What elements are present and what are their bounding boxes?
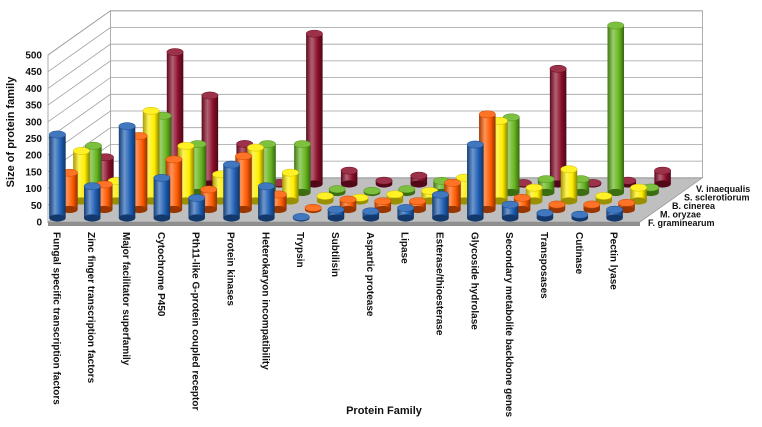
y-tick-label: 300 (25, 117, 42, 128)
y-tick-label: 50 (31, 201, 43, 212)
bar (316, 192, 334, 205)
x-category-label: Aspartic protease (364, 232, 375, 317)
x-category-label: Transposases (538, 232, 549, 299)
bar (571, 210, 589, 222)
bar (410, 171, 428, 188)
x-category-label: Trypsin (294, 232, 305, 268)
x-category-label: Zinc finger transcription factors (85, 232, 96, 384)
bar (83, 182, 101, 222)
x-category-label: Lipase (399, 232, 410, 264)
y-tick-label: 100 (25, 184, 42, 195)
x-category-label: Cutinase (573, 232, 584, 275)
bar (188, 194, 206, 222)
gridline (47, 43, 703, 89)
x-category-label: Cytochrome P450 (155, 232, 166, 317)
x-category-label: Secondary metabolite backbone genes (503, 232, 514, 417)
y-tick-label: 200 (25, 151, 42, 162)
y-tick-label: 250 (25, 134, 42, 145)
gridline (47, 93, 703, 139)
chart-floor-edge (48, 222, 640, 226)
y-tick-label: 0 (36, 218, 42, 229)
bar (583, 200, 601, 214)
bar (257, 182, 275, 222)
bar (536, 209, 554, 222)
x-category-label: Pectin lyase (608, 232, 619, 290)
series-label: S. sclerotiorum (684, 193, 750, 203)
bar (328, 185, 346, 197)
gridline (47, 60, 703, 106)
y-tick-label: 400 (25, 84, 42, 95)
x-axis-title: Protein Family (346, 405, 423, 417)
x-category-label: Esterase/thioesterase (433, 232, 444, 336)
bar (362, 207, 380, 222)
y-tick-label: 500 (25, 51, 42, 62)
bar (327, 205, 345, 222)
bar (386, 190, 404, 205)
bar (375, 176, 393, 188)
bar (537, 175, 555, 197)
y-axis-title: Size of protein family (5, 76, 17, 188)
x-category-label: Fungal specific transcription factors (50, 232, 61, 405)
series-f-graminearum (48, 122, 624, 222)
bar (118, 122, 136, 222)
bar (431, 190, 449, 222)
bar (466, 140, 484, 222)
bar (606, 205, 624, 222)
bar (153, 174, 171, 222)
x-category-label: Protein kinases (225, 232, 236, 306)
gridline (47, 110, 703, 156)
bar (304, 203, 322, 214)
bar (548, 200, 566, 214)
bar (501, 200, 519, 222)
y-tick-label: 350 (25, 101, 42, 112)
series-label: F. graminearum (648, 218, 715, 228)
x-category-label: Subtilisin (329, 232, 340, 277)
series-label: M. oryzae (660, 210, 701, 220)
bar (595, 192, 613, 205)
y-tick-label: 150 (25, 167, 42, 178)
bar (340, 166, 358, 188)
bar (409, 197, 427, 214)
gridline (47, 27, 703, 73)
bar (607, 21, 625, 197)
x-category-label: Heterokaryon incompatibility (259, 232, 270, 370)
x-category-label: Glycoside hydrolase (468, 232, 479, 330)
series-label: B. cinerea (672, 201, 716, 211)
bar (397, 204, 415, 222)
bar (48, 130, 66, 222)
bar (292, 213, 310, 222)
x-category-label: Pth11-like G-protein coupled receptor (190, 232, 201, 410)
bar (654, 166, 672, 188)
y-tick-label: 450 (25, 67, 42, 78)
gridline (47, 10, 703, 56)
bar (223, 160, 241, 222)
bar (560, 165, 578, 205)
x-category-label: Major facilitator superfamily (120, 232, 131, 366)
series-label: V. inaequalis (696, 184, 750, 194)
bar (363, 186, 381, 197)
gridline (47, 77, 703, 123)
